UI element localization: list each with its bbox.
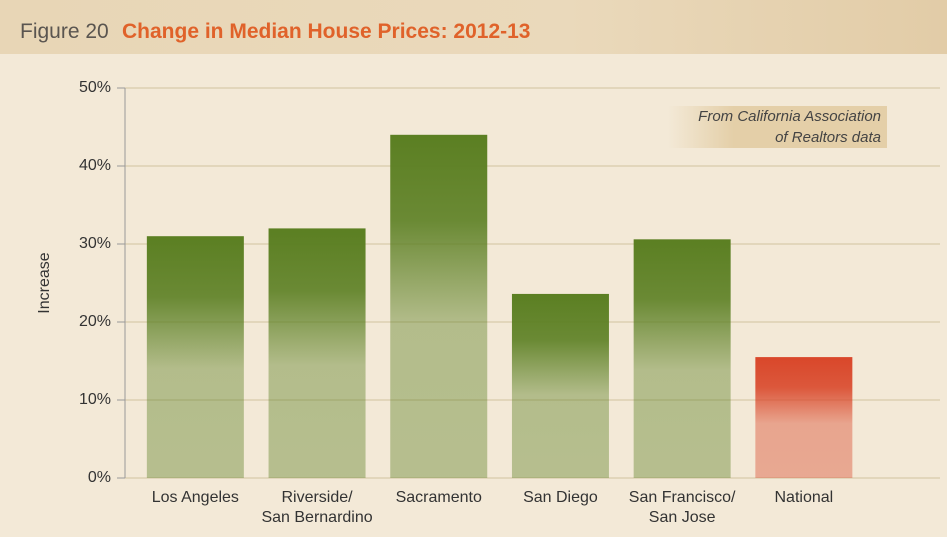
bar xyxy=(268,228,366,478)
y-tick-label: 40% xyxy=(79,157,111,174)
bar xyxy=(511,293,609,478)
bar xyxy=(390,134,488,479)
header: Figure 20 Change in Median House Prices:… xyxy=(0,0,947,54)
chart-title: Change in Median House Prices: 2012-13 xyxy=(122,20,531,43)
y-tick-label: 50% xyxy=(79,79,111,96)
bar xyxy=(633,239,731,478)
y-tick-label: 30% xyxy=(79,235,111,252)
annotation: From California Association of Realtors … xyxy=(668,106,887,148)
bar xyxy=(146,236,244,478)
y-tick-label: 10% xyxy=(79,391,111,408)
figure-label: Figure 20 xyxy=(20,20,109,43)
y-tick-label: 0% xyxy=(88,469,111,486)
x-tick-label: Riverside/ San Bernardino xyxy=(261,489,373,526)
y-tick-label: 20% xyxy=(79,313,111,330)
x-tick-label: National xyxy=(774,489,834,506)
bar xyxy=(755,357,853,478)
x-tick-label: San Francisco/ San Jose xyxy=(628,489,736,526)
x-tick-label: Los Angeles xyxy=(151,489,239,506)
x-tick-label: Sacramento xyxy=(395,489,482,506)
y-axis-label: Increase xyxy=(36,252,53,313)
x-tick-label: San Diego xyxy=(523,489,598,506)
